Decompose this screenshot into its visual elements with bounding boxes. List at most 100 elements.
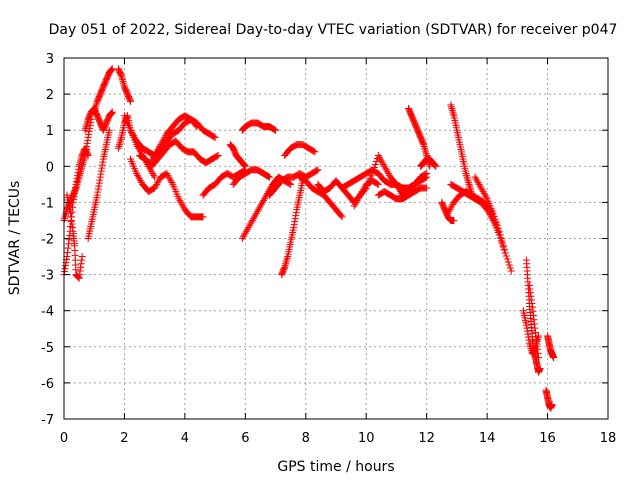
data-point <box>352 198 360 206</box>
data-point <box>527 292 535 300</box>
data-point <box>550 354 558 362</box>
series-arc-35 <box>525 281 542 362</box>
data-point <box>118 76 126 84</box>
data-point <box>251 211 259 219</box>
data-point <box>77 166 85 174</box>
data-point <box>531 324 539 332</box>
data-point <box>159 137 167 145</box>
data-point <box>114 144 122 152</box>
data-point <box>152 182 160 190</box>
data-point <box>377 157 385 165</box>
data-point <box>523 327 531 335</box>
data-point <box>79 160 87 168</box>
data-point <box>107 67 115 75</box>
data-point <box>82 148 90 156</box>
data-point <box>119 77 127 85</box>
data-point <box>120 81 128 89</box>
data-point <box>145 162 153 170</box>
data-point <box>533 341 541 349</box>
data-point <box>84 133 92 141</box>
data-point <box>117 135 125 143</box>
data-point <box>419 139 427 147</box>
data-point <box>432 162 440 170</box>
y-tick-label: 3 <box>46 52 54 67</box>
data-point <box>107 66 115 74</box>
data-point <box>282 260 290 268</box>
data-point <box>99 158 107 166</box>
data-point <box>256 202 264 210</box>
x-tick-label: 18 <box>600 431 617 446</box>
data-point <box>525 339 533 347</box>
data-point <box>445 207 453 215</box>
data-point <box>287 180 295 188</box>
data-point <box>372 157 380 165</box>
data-point <box>448 106 456 114</box>
data-point <box>67 213 75 221</box>
data-point <box>241 162 249 170</box>
series-arc-21 <box>296 173 346 221</box>
data-point <box>199 213 207 221</box>
data-point <box>354 195 362 203</box>
data-point <box>502 252 510 260</box>
data-point <box>155 144 163 152</box>
x-tick-label: 6 <box>241 431 249 446</box>
data-point <box>65 236 73 244</box>
data-point <box>64 248 72 256</box>
data-point <box>210 133 218 141</box>
data-point <box>165 173 173 181</box>
data-point <box>96 176 104 184</box>
data-point <box>74 179 82 187</box>
data-point <box>93 99 101 107</box>
data-point <box>447 103 455 111</box>
data-point <box>528 303 536 311</box>
data-point <box>98 161 106 169</box>
data-point <box>497 235 505 242</box>
data-point <box>491 215 499 223</box>
data-point <box>239 233 247 241</box>
data-point <box>368 170 376 178</box>
data-point <box>526 289 534 297</box>
data-point <box>69 224 77 232</box>
data-point <box>153 148 161 156</box>
x-tick-label: 2 <box>120 431 128 446</box>
data-point <box>247 218 255 226</box>
data-point <box>253 207 261 215</box>
data-point <box>446 206 454 214</box>
data-point <box>107 110 115 118</box>
data-point <box>394 184 402 192</box>
data-point <box>77 260 85 268</box>
data-point <box>78 162 86 170</box>
data-point <box>92 101 100 109</box>
data-point <box>96 173 104 181</box>
data-point <box>78 253 86 261</box>
data-point <box>396 188 404 196</box>
data-point <box>146 160 154 168</box>
data-point <box>290 221 298 229</box>
data-point <box>422 150 430 158</box>
series-arc-15 <box>238 173 295 242</box>
x-tick-label: 10 <box>358 431 375 446</box>
data-point <box>98 164 106 172</box>
data-point <box>462 171 470 179</box>
data-point <box>283 256 291 264</box>
data-point <box>178 200 186 208</box>
data-point <box>531 328 539 336</box>
data-point <box>522 321 530 329</box>
data-point <box>258 198 266 206</box>
series-arc-12 <box>145 112 201 170</box>
series-arc-25 <box>374 184 431 203</box>
data-point <box>245 222 253 230</box>
grid-lines <box>64 58 608 419</box>
data-point <box>76 267 84 275</box>
data-point <box>444 209 452 217</box>
data-point <box>290 224 298 232</box>
data-point <box>64 244 72 252</box>
data-point <box>500 245 508 253</box>
data-point <box>465 182 473 190</box>
data-point <box>75 175 83 183</box>
y-tick-label: -5 <box>41 341 54 356</box>
data-point <box>126 96 134 104</box>
data-point <box>150 171 158 179</box>
data-point <box>392 180 400 188</box>
data-point <box>243 225 251 233</box>
